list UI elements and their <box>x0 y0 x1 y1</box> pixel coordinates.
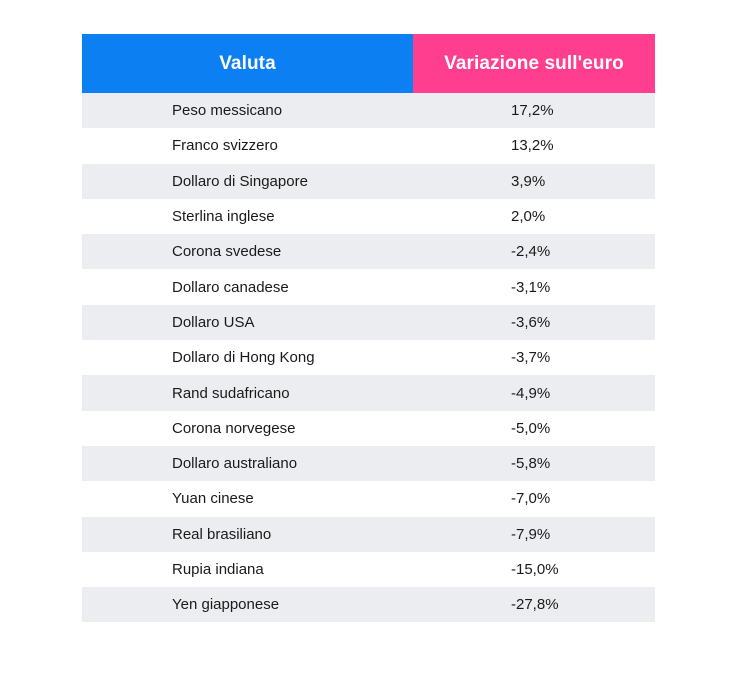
currency-table: Valuta Variazione sull'euro Peso messica… <box>82 34 655 623</box>
table-row: Dollaro canadese -3,1% <box>82 269 655 305</box>
table-row: Dollaro di Hong Kong -3,7% <box>82 340 655 376</box>
change-value: -3,6% <box>511 313 551 331</box>
table-row: Corona norvegese -5,0% <box>82 410 655 446</box>
change-value: 3,9% <box>511 172 546 190</box>
currency-name: Franco svizzero <box>172 137 278 155</box>
table-row: Yen giapponese -27,8% <box>82 587 655 623</box>
currency-name: Dollaro USA <box>172 313 255 331</box>
currency-name: Dollaro canadese <box>172 278 289 296</box>
currency-name: Yuan cinese <box>172 490 254 508</box>
currency-name: Dollaro di Hong Kong <box>172 349 315 367</box>
change-value: -5,0% <box>511 419 551 437</box>
currency-name: Real brasiliano <box>172 525 272 543</box>
currency-name: Sterlina inglese <box>172 208 275 226</box>
currency-name: Rand sudafricano <box>172 384 290 402</box>
table-row: Dollaro australiano -5,8% <box>82 445 655 482</box>
table-row: Dollaro USA -3,6% <box>82 304 655 341</box>
currency-name: Dollaro di Singapore <box>172 172 308 190</box>
change-value: -5,8% <box>511 455 551 473</box>
change-value: -3,7% <box>511 349 551 367</box>
table-row: Dollaro di Singapore 3,9% <box>82 163 655 199</box>
currency-name: Dollaro australiano <box>172 455 298 473</box>
currency-name: Corona norvegese <box>172 419 296 437</box>
table-body: Peso messicano 17,2% Franco svizzero 13,… <box>82 93 655 623</box>
change-value: -7,0% <box>511 490 551 508</box>
change-value: 17,2% <box>511 102 554 120</box>
header-change-vs-euro: Variazione sull'euro <box>413 34 655 93</box>
table-row: Real brasiliano -7,9% <box>82 516 655 552</box>
change-value: -15,0% <box>511 561 559 578</box>
currency-name: Corona svedese <box>172 243 282 261</box>
change-value: -3,1% <box>511 278 551 296</box>
table-row: Corona svedese -2,4% <box>82 234 655 270</box>
change-value: 2,0% <box>511 208 546 226</box>
table-row: Rupia indiana -15,0% <box>82 551 655 588</box>
table-row: Sterlina inglese 2,0% <box>82 198 655 235</box>
table-row: Peso messicano 17,2% <box>82 93 655 129</box>
change-value: -2,4% <box>511 243 551 261</box>
currency-name: Yen giapponese <box>172 596 280 614</box>
header-currency: Valuta <box>82 34 413 93</box>
change-value: -4,9% <box>511 384 551 402</box>
table-header: Valuta Variazione sull'euro <box>82 34 655 93</box>
currency-name: Peso messicano <box>172 102 283 120</box>
table-row: Franco svizzero 13,2% <box>82 128 655 164</box>
change-value: 13,2% <box>511 137 554 155</box>
table-row: Rand sudafricano -4,9% <box>82 375 655 411</box>
table-row: Yuan cinese -7,0% <box>82 481 655 517</box>
change-value: -7,9% <box>511 525 551 543</box>
change-value: -27,8% <box>511 596 559 614</box>
currency-name: Rupia indiana <box>172 561 264 578</box>
